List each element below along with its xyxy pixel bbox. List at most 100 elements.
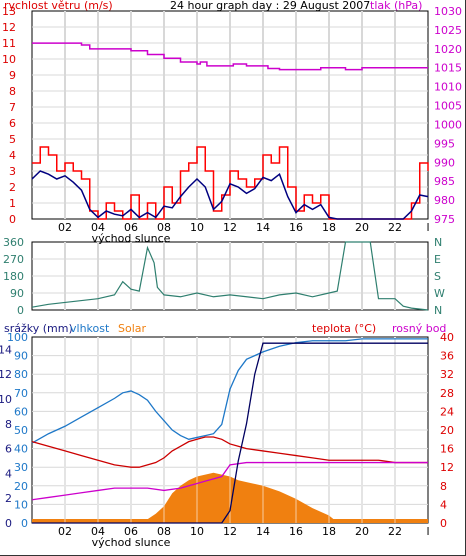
- x-tick-label: 22: [388, 525, 402, 538]
- wind-average-series: [31, 170, 429, 220]
- humidity-series: [31, 338, 428, 444]
- rain-series: [32, 342, 428, 524]
- x-tick-label: 10: [190, 221, 204, 234]
- wind-speed-tick-label: 3: [9, 165, 16, 178]
- x-tick-label: 04: [91, 221, 105, 234]
- x-tick-label: l: [426, 525, 429, 538]
- sunrise-label: východ slunce: [92, 536, 171, 549]
- wind-speed-tick-label: 11: [2, 37, 16, 50]
- direction-tick-label: 360: [3, 236, 24, 249]
- x-tick-label: 08: [157, 221, 171, 234]
- x-tick-label: l: [426, 221, 429, 234]
- humidity-tick-label: 70: [14, 387, 28, 400]
- pressure-tick-label: 995: [434, 137, 455, 150]
- temperature-tick-label: 20: [440, 424, 454, 437]
- graph-title: 24 hour graph day : 29 August 2007: [170, 0, 370, 12]
- direction-tick-label: 0: [17, 304, 24, 317]
- dewpoint-axis-title: rosný bod: [392, 322, 446, 335]
- rain-tick-label: 12: [0, 368, 12, 381]
- dewpoint-series: [31, 461, 428, 501]
- wind-speed-axis-title: rychlost větru (m/s): [4, 0, 113, 12]
- humidity-tick-label: 40: [14, 443, 28, 456]
- humidity-tick-label: 0: [21, 517, 28, 530]
- pressure-tick-label: 975: [434, 213, 455, 226]
- pressure-tick-label: 985: [434, 175, 455, 188]
- wind-speed-tick-label: 4: [9, 149, 16, 162]
- x-tick-label: 12: [223, 221, 237, 234]
- compass-tick-label: W: [434, 287, 445, 300]
- rain-tick-label: 10: [0, 393, 12, 406]
- wind-speed-tick-label: 1: [9, 197, 16, 210]
- x-tick-label: 14: [256, 221, 270, 234]
- x-tick-label: 20: [355, 525, 369, 538]
- humidity-tick-label: 100: [7, 331, 28, 344]
- x-tick-label: 20: [355, 221, 369, 234]
- wind-speed-tick-label: 13: [2, 5, 16, 18]
- temperature-tick-label: 28: [440, 387, 454, 400]
- wind-speed-tick-label: 7: [9, 101, 16, 114]
- temperature-tick-label: 32: [440, 368, 454, 381]
- wind-speed-tick-label: 6: [9, 117, 16, 130]
- rain-tick-label: 8: [5, 418, 12, 431]
- x-tick-label: 08: [157, 525, 171, 538]
- x-tick-label: 16: [289, 525, 303, 538]
- rain-axis-title: srážky (mm): [4, 322, 73, 335]
- humidity-tick-label: 20: [14, 480, 28, 493]
- pressure-tick-label: 1015: [434, 62, 462, 75]
- compass-tick-label: N: [434, 304, 442, 317]
- wind-speed-tick-label: 5: [9, 133, 16, 146]
- x-tick-label: 16: [289, 221, 303, 234]
- wind-direction-series: [31, 241, 429, 311]
- compass-tick-label: E: [434, 253, 441, 266]
- direction-tick-label: 180: [3, 270, 24, 283]
- solar-legend: Solar: [118, 322, 147, 335]
- x-tick-label: 02: [58, 221, 72, 234]
- direction-tick-label: 270: [3, 253, 24, 266]
- x-tick-label: 06: [124, 221, 138, 234]
- x-tick-label: 02: [58, 525, 72, 538]
- rain-tick-label: 0: [5, 517, 12, 530]
- sunrise-label: východ slunce: [92, 232, 171, 245]
- x-tick-label: 06: [124, 525, 138, 538]
- pressure-tick-label: 990: [434, 156, 455, 169]
- pressure-tick-label: 1010: [434, 81, 462, 94]
- temperature-tick-label: 36: [440, 350, 454, 363]
- wind-speed-tick-label: 12: [2, 21, 16, 34]
- pressure-tick-label: 1005: [434, 100, 462, 113]
- temperature-tick-label: 16: [440, 443, 454, 456]
- wind-speed-tick-label: 8: [9, 85, 16, 98]
- temperature-tick-label: 4: [440, 498, 447, 511]
- compass-tick-label: N: [434, 236, 442, 249]
- rain-tick-label: 6: [5, 443, 12, 456]
- temperature-tick-label: 0: [440, 517, 447, 530]
- rain-tick-label: 2: [5, 492, 12, 505]
- temperature-tick-label: 24: [440, 405, 454, 418]
- x-tick-label: 04: [91, 525, 105, 538]
- x-tick-label: 18: [322, 525, 336, 538]
- temperature-series: [31, 436, 428, 468]
- wind-speed-tick-label: 2: [9, 181, 16, 194]
- x-tick-label: 10: [190, 525, 204, 538]
- compass-tick-label: S: [434, 270, 441, 283]
- wind-speed-tick-label: 10: [2, 53, 16, 66]
- pressure-tick-label: 1000: [434, 118, 462, 131]
- temperature-tick-label: 12: [440, 461, 454, 474]
- wind-gust-series: [32, 146, 429, 220]
- temperature-axis-title: teplota (°C): [312, 322, 376, 335]
- rain-tick-label: 4: [5, 467, 12, 480]
- x-tick-label: 12: [223, 525, 237, 538]
- humidity-tick-label: 30: [14, 461, 28, 474]
- pressure-series: [32, 42, 428, 71]
- x-tick-label: 14: [256, 525, 270, 538]
- humidity-tick-label: 10: [14, 498, 28, 511]
- temperature-tick-label: 8: [440, 480, 447, 493]
- wind-speed-tick-label: 0: [9, 213, 16, 226]
- humidity-tick-label: 50: [14, 424, 28, 437]
- temperature-tick-label: 40: [440, 331, 454, 344]
- pressure-tick-label: 1025: [434, 24, 462, 37]
- pressure-axis-title: tlak (hPa): [370, 0, 422, 12]
- x-tick-label: 22: [388, 221, 402, 234]
- humidity-tick-label: 80: [14, 368, 28, 381]
